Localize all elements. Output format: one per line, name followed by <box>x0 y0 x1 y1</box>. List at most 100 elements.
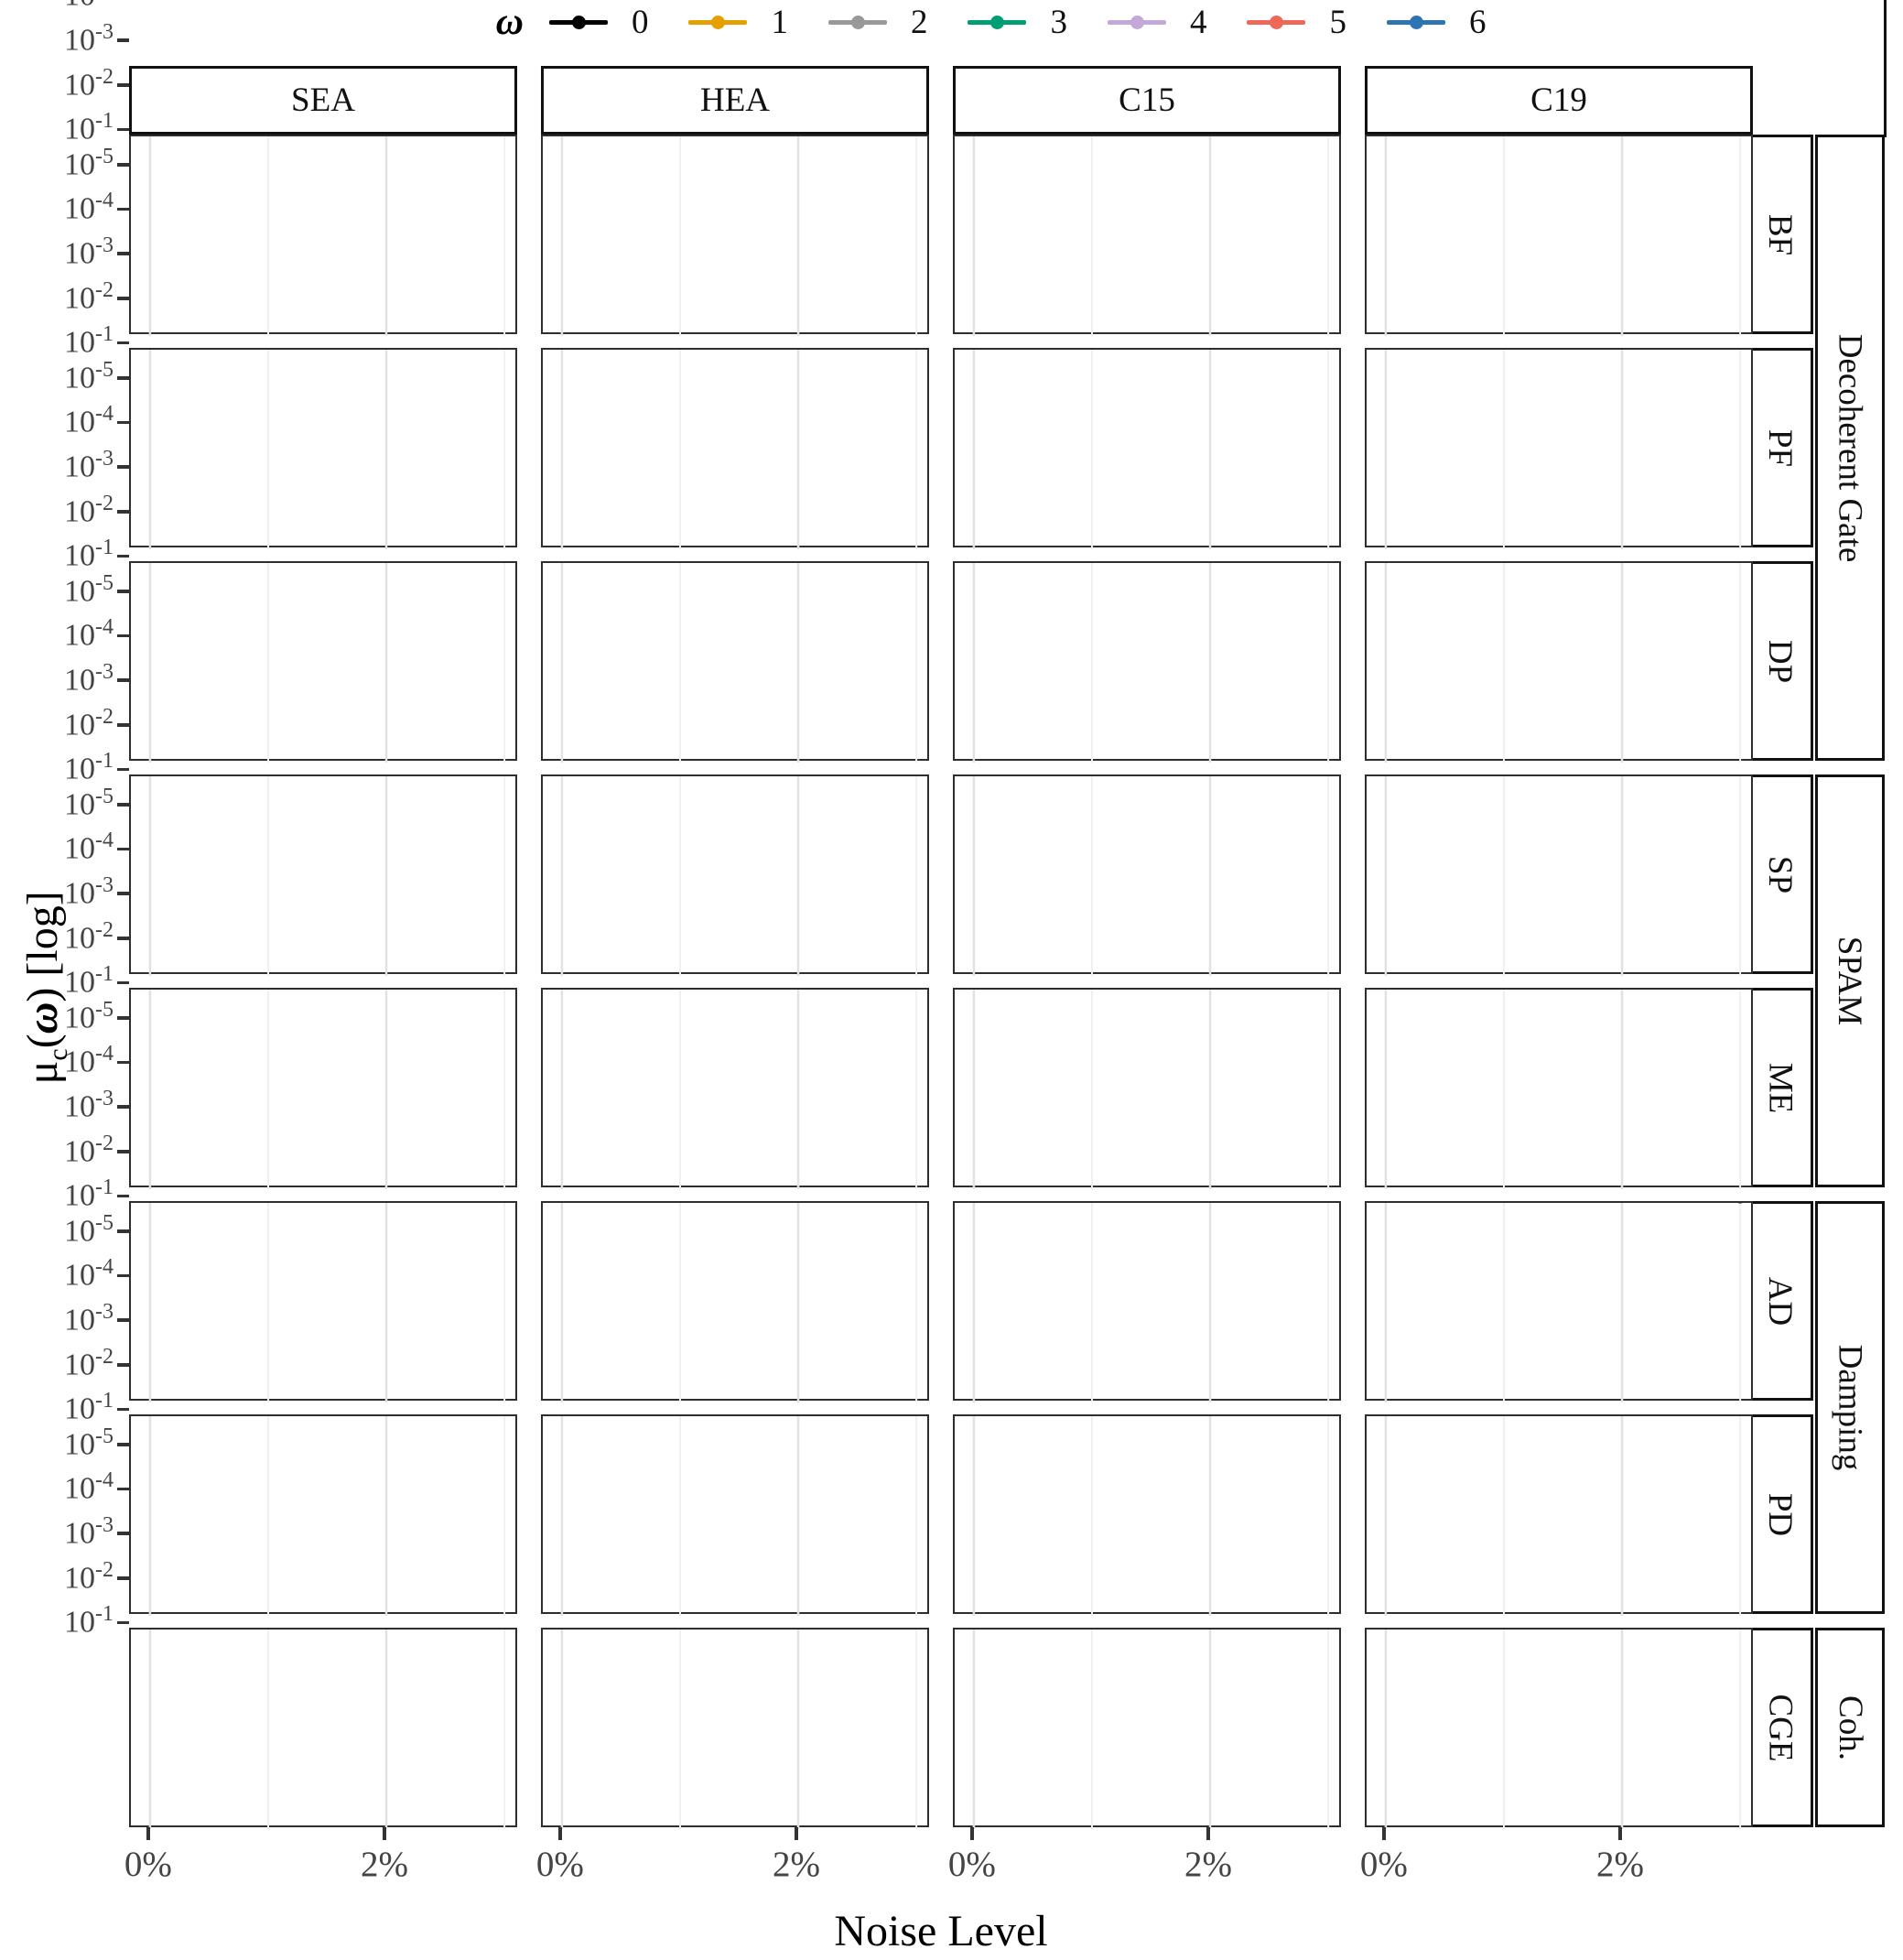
y-tick-base: 10 <box>64 493 95 528</box>
y-tick-label: 10-5 <box>27 1211 114 1249</box>
facet-panel-BF-C19 <box>1365 135 1753 336</box>
group-strip-decoherent-gate: Decoherent Gate <box>1815 135 1885 761</box>
y-tick-mark <box>117 1576 129 1580</box>
y-tick-exponent: -3 <box>95 1086 114 1110</box>
legend-entry-omega-0: 0 <box>548 3 649 42</box>
y-tick-base: 10 <box>64 1471 95 1506</box>
facet-panel-SP-C15 <box>953 774 1341 976</box>
y-tick-label: 10-3 <box>27 20 114 58</box>
y-tick-base: 10 <box>64 786 95 821</box>
row-strip-label: BF <box>1760 213 1799 255</box>
row-strip-PF: PF <box>1746 348 1813 547</box>
facet-panel-AD-SEA <box>129 1201 517 1402</box>
facet-panel-PF-SEA <box>129 348 517 549</box>
x-tick-label: 2% <box>773 1845 821 1884</box>
y-tick-mark <box>117 1620 129 1625</box>
x-tick-label: 0% <box>1359 1845 1408 1884</box>
y-axis-title: μc(ω) [log] <box>17 576 74 1400</box>
y-tick-base: 10 <box>64 449 95 484</box>
legend-entry-omega-2: 2 <box>827 3 927 42</box>
facet-panel-PD-C15 <box>953 1414 1341 1616</box>
group-strip-label: Damping <box>1831 1344 1869 1471</box>
y-tick-mark <box>117 1273 129 1278</box>
y-tick-label: 10-2 <box>27 1132 114 1169</box>
y-tick-exponent: -5 <box>95 144 114 168</box>
y-tick-exponent: -1 <box>95 536 114 560</box>
y-tick-base: 10 <box>64 618 95 653</box>
y-axis-title-mu: μ <box>18 1060 68 1085</box>
facet-plot-PF-C15 <box>972 350 1330 549</box>
y-tick-label: 10-2 <box>27 918 114 956</box>
y-tick-base: 10 <box>64 1213 95 1248</box>
facet-plot-PD-HEA <box>560 1416 918 1616</box>
y-tick-base: 10 <box>64 1133 95 1168</box>
facet-panel-DP-C15 <box>953 561 1341 763</box>
y-tick-base: 10 <box>64 67 95 102</box>
legend-entry-label: 5 <box>1329 3 1346 41</box>
y-axis-title-sub: c <box>42 1048 73 1061</box>
y-tick-mark <box>117 207 129 211</box>
y-tick-exponent: -3 <box>95 446 114 471</box>
x-axis-title: Noise Level <box>834 1907 1048 1955</box>
y-tick-label: 10-3 <box>27 447 114 484</box>
row-strip-label: PD <box>1761 1492 1799 1536</box>
facet-panel-ME-C19 <box>1365 988 1753 1189</box>
facet-plot-AD-HEA <box>560 1203 918 1402</box>
legend-entry-omega-5: 5 <box>1247 3 1346 42</box>
facet-panel-DP-HEA <box>541 561 929 763</box>
legend-swatch-icon <box>1247 13 1306 31</box>
y-tick-mark <box>117 1229 129 1233</box>
facet-plot-SP-C19 <box>1384 776 1742 976</box>
y-tick-mark <box>117 678 129 682</box>
y-tick-mark <box>117 83 129 87</box>
y-tick-mark <box>117 341 129 345</box>
y-tick-base: 10 <box>64 1303 95 1337</box>
y-tick-mark <box>117 376 129 380</box>
facet-plot-PF-C19 <box>1384 350 1742 549</box>
y-tick-base: 10 <box>64 23 95 58</box>
y-tick-mark <box>117 937 129 940</box>
y-tick-base: 10 <box>64 876 95 911</box>
y-tick-exponent: -2 <box>95 917 114 942</box>
y-tick-base: 10 <box>64 191 95 226</box>
y-tick-mark <box>117 767 129 772</box>
y-tick-exponent: -2 <box>95 64 114 89</box>
y-tick-label: 10-4 <box>27 1255 114 1293</box>
legend-swatch-icon <box>968 13 1027 31</box>
facet-panel-AD-HEA <box>541 1201 929 1402</box>
x-tick-label: 0% <box>535 1845 584 1884</box>
y-tick-mark <box>117 723 129 727</box>
facet-panel-PF-C15 <box>953 348 1341 549</box>
facet-panel-PF-C19 <box>1365 348 1753 549</box>
y-tick-exponent: -5 <box>95 357 114 382</box>
y-axis-title-suffix: [log] <box>18 891 68 988</box>
y-tick-label: 10-4 <box>27 615 114 653</box>
facet-plot-CGE-HEA <box>560 1630 918 1829</box>
y-tick-base: 10 <box>64 752 95 786</box>
legend-entry-omega-4: 4 <box>1107 3 1206 42</box>
y-tick-exponent: -3 <box>95 1299 114 1324</box>
facet-plot-PD-C19 <box>1384 1416 1742 1616</box>
y-tick-mark <box>117 465 129 469</box>
y-tick-base: 10 <box>64 1426 95 1461</box>
row-strip-AD: AD <box>1746 1201 1813 1401</box>
y-tick-label: 10-4 <box>27 189 114 226</box>
y-tick-exponent: -3 <box>95 872 114 897</box>
column-strip-label: C19 <box>1530 81 1587 119</box>
facet-panel-BF-SEA <box>129 135 517 336</box>
y-tick-exponent: -4 <box>95 615 114 640</box>
y-tick-exponent: -2 <box>95 277 114 302</box>
column-strip-label: HEA <box>699 81 771 119</box>
y-tick-label: 10-2 <box>27 1558 114 1596</box>
y-tick-exponent: -5 <box>95 570 114 595</box>
x-tick-mark <box>970 1827 974 1840</box>
facet-plot-SP-HEA <box>560 776 918 976</box>
y-tick-label: 10-5 <box>27 358 114 395</box>
y-tick-label: 10-2 <box>27 278 114 316</box>
legend-entry-label: 0 <box>631 3 649 41</box>
y-tick-exponent: -4 <box>95 828 114 853</box>
y-tick-mark <box>117 163 129 167</box>
column-strip-C19: C19 <box>1365 66 1753 135</box>
group-strip-label: Coh. <box>1831 1695 1869 1760</box>
x-tick-mark <box>1618 1827 1622 1840</box>
